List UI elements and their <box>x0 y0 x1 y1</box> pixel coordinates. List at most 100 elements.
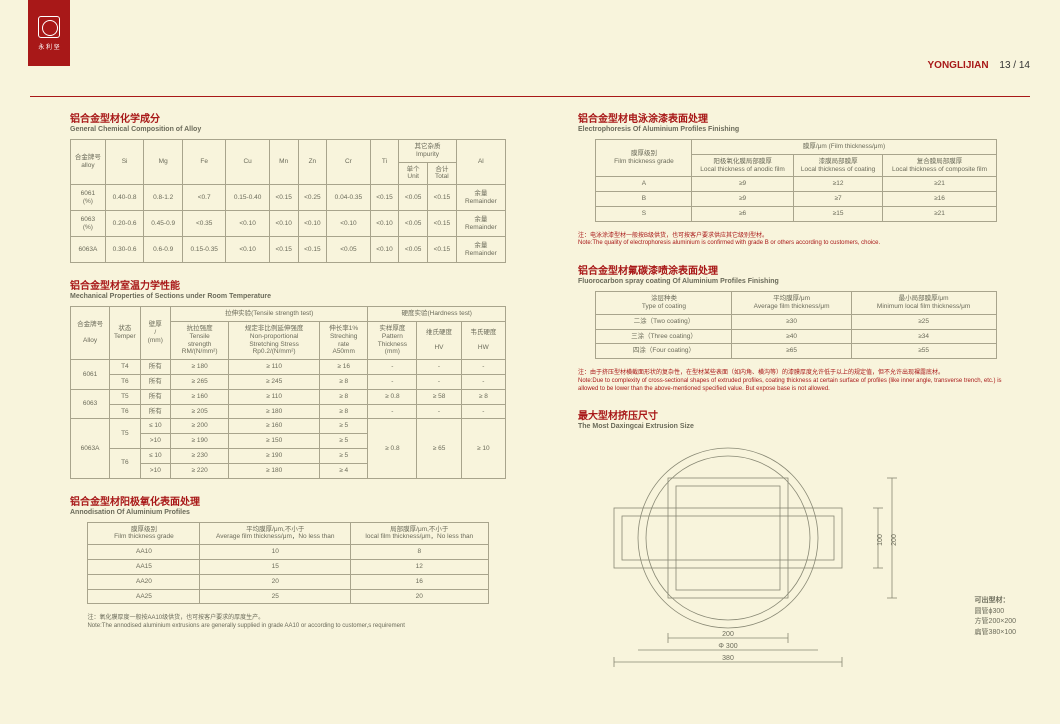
cell: A <box>596 177 692 192</box>
col-mg: Mg <box>144 140 183 185</box>
col-cr: Cr <box>327 140 370 185</box>
cell: - <box>368 360 417 375</box>
table-row: B≥9≥7≥16 <box>596 192 996 207</box>
cell: 8 <box>351 545 489 560</box>
cell: 二涂（Two coating） <box>596 314 732 329</box>
cell: 0.8-1.2 <box>144 185 183 211</box>
col-ti: Ti <box>370 140 399 185</box>
table-row: 二涂（Two coating）≥30≥25 <box>596 314 996 329</box>
cell: AA10 <box>88 545 200 560</box>
cell: ≥ 10 <box>461 419 505 478</box>
col-mn: Mn <box>269 140 298 185</box>
col-si: Si <box>105 140 144 185</box>
cell: T4 <box>110 360 140 375</box>
col-hw: 韦氏硬度 HW <box>461 321 505 359</box>
cell: ≥ 180 <box>171 360 229 375</box>
cell: <0.15 <box>269 185 298 211</box>
table-row: 6063AT5≤ 10≥ 200≥ 160≥ 5≥ 0.8≥ 65≥ 10 <box>71 419 506 434</box>
cell: <0.35 <box>182 211 225 237</box>
col-al: Al <box>456 140 505 185</box>
cell: ≥ 8 <box>461 389 505 404</box>
cell: <0.10 <box>298 211 327 237</box>
cell: 6061 (%) <box>71 185 106 211</box>
table-row: 三涂（Three coating）≥40≥34 <box>596 329 996 344</box>
electro-title-en: Electrophoresis Of Aluminium Profiles Fi… <box>578 126 1014 133</box>
cell: ≥ 200 <box>171 419 229 434</box>
extrusion-svg: 200 Φ 300 380 100 200 <box>578 438 938 668</box>
anod-title-cn: 铝合金型材阳极氧化表面处理 <box>70 493 506 508</box>
fluoro-table: 涂层种类 Type of coating 平均膜厚/μm Average fil… <box>595 291 996 359</box>
svg-text:380: 380 <box>722 655 734 662</box>
cell: - <box>461 404 505 419</box>
left-column: 铝合金型材化学成分 General Chemical Composition o… <box>70 110 506 682</box>
cell: ≥ 5 <box>319 448 367 463</box>
chem-table: 合金牌号 alloy Si Mg Fe Cu Mn Zn Cr Ti 其它杂质 … <box>70 139 506 263</box>
cell: ≥ 180 <box>229 463 320 478</box>
cell: 6061 <box>71 360 110 390</box>
cell: B <box>596 192 692 207</box>
fluoro-title-en: Fluorocarbon spray coating Of Aluminium … <box>578 278 1014 285</box>
col-min: 最小局部膜厚/μm Minimum local film thickness/μ… <box>851 292 996 315</box>
brand-bar: YONGLIJIAN 13 / 14 <box>928 60 1031 71</box>
cell: ≥34 <box>851 329 996 344</box>
cell: <0.10 <box>370 211 399 237</box>
cell: ≥25 <box>851 314 996 329</box>
cell: ≥21 <box>883 206 996 221</box>
col-a50: 伸长率1% Streching rate A50mm <box>319 321 367 359</box>
cell: ≥40 <box>732 329 851 344</box>
cell: T6 <box>110 404 140 419</box>
chem-block: 铝合金型材化学成分 General Chemical Composition o… <box>70 110 506 263</box>
cell: ≥ 150 <box>229 434 320 449</box>
table-row: 6061 (%)0.40-0.80.8-1.2<0.70.15-0.40<0.1… <box>71 185 506 211</box>
cell: ≤ 10 <box>140 448 170 463</box>
col-total: 合计 Total <box>428 162 457 185</box>
cell: <0.10 <box>269 211 298 237</box>
cell: ≥ 245 <box>229 374 320 389</box>
cell: S <box>596 206 692 221</box>
cell: ≥ 58 <box>417 389 461 404</box>
col-anodic: 阳极氧化膜局部膜厚 Local thickness of anodic film <box>692 154 793 177</box>
col-fe: Fe <box>182 140 225 185</box>
cell: AA20 <box>88 574 200 589</box>
col-alloy: 合金牌号 Alloy <box>71 307 110 360</box>
cell: ≥ 5 <box>319 434 367 449</box>
cell: 所有 <box>140 360 170 375</box>
cell: ≤ 10 <box>140 419 170 434</box>
cell: ≥ 220 <box>171 463 229 478</box>
page-number: 13 / 14 <box>991 60 1030 71</box>
cell: ≥12 <box>793 177 883 192</box>
mech-title-en: Mechanical Properties of Sections under … <box>70 293 506 300</box>
cell: 0.20-0.6 <box>105 211 144 237</box>
cell: 20 <box>200 574 351 589</box>
chem-title-en: General Chemical Composition of Alloy <box>70 126 506 133</box>
cell: 0.30-0.6 <box>105 237 144 263</box>
cell: ≥ 110 <box>229 389 320 404</box>
anod-table: 膜厚级别 Film thickness grade 平均膜厚/μm,不小于 Av… <box>87 522 488 605</box>
cell: ≥ 160 <box>229 419 320 434</box>
cell: 6063 <box>71 389 110 419</box>
cell: 15 <box>200 559 351 574</box>
cell: T5 <box>110 389 140 404</box>
table-row: AA252520 <box>88 589 488 604</box>
side-line: 扁管380×100 <box>975 628 1016 639</box>
fluoro-block: 铝合金型材氟碳漆喷涂表面处理 Fluorocarbon spray coatin… <box>578 262 1014 393</box>
cell: 余量 Remainder <box>456 237 505 263</box>
col-hard-group: 硬度实验(Hardness test) <box>368 307 506 322</box>
cell: - <box>461 360 505 375</box>
table-row: 6063A0.30-0.60.6-0.90.15-0.35<0.10<0.15<… <box>71 237 506 263</box>
logo-icon <box>38 16 60 38</box>
col-grade: 膜厚级别 Film thickness grade <box>88 522 200 545</box>
cell: 10 <box>200 545 351 560</box>
cell: <0.7 <box>182 185 225 211</box>
side-line: 圆管ϕ300 <box>975 607 1016 618</box>
svg-text:200: 200 <box>891 534 898 546</box>
table-row: 涂层种类 Type of coating 平均膜厚/μm Average fil… <box>596 292 996 315</box>
col-local: 局部膜厚/μm,不小于 local film thickness/μm，No l… <box>351 522 489 545</box>
col-alloy: 合金牌号 alloy <box>71 140 106 185</box>
cell: 四涂（Four coating） <box>596 344 732 359</box>
table-row: A≥9≥12≥21 <box>596 177 996 192</box>
cell: ≥ 16 <box>319 360 367 375</box>
cell: ≥7 <box>793 192 883 207</box>
cell: ≥55 <box>851 344 996 359</box>
mech-table: 合金牌号 Alloy 状态 Temper 壁厚 / (mm) 拉伸实验(Tens… <box>70 306 506 478</box>
